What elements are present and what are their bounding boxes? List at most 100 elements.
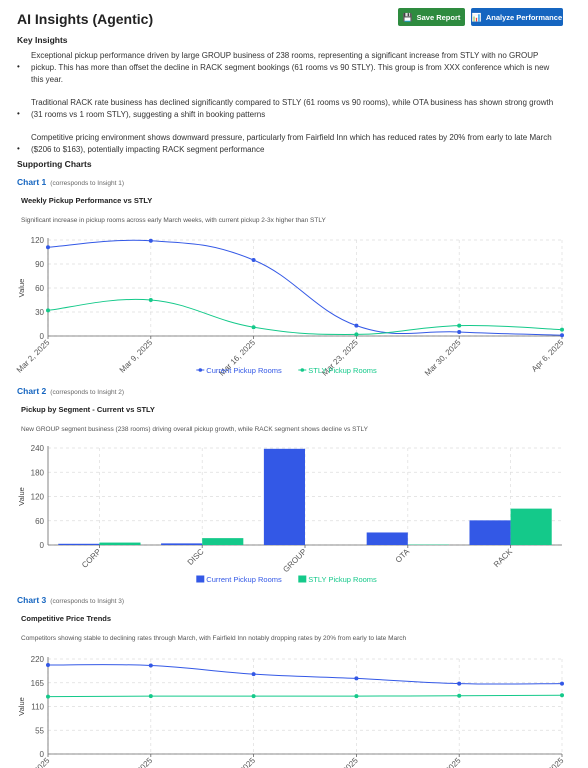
bar bbox=[510, 508, 552, 545]
y-axis-label: Value bbox=[17, 487, 26, 506]
series-line bbox=[47, 664, 563, 685]
legend-label: Current Pickup Rooms bbox=[206, 575, 282, 584]
data-point bbox=[560, 693, 564, 698]
chart-2-label: Chart 2 (corresponds to Insight 2) bbox=[17, 386, 124, 396]
legend-label: STLY Pickup Rooms bbox=[308, 366, 377, 375]
analyze-performance-button[interactable]: 📊 Analyze Performance bbox=[471, 8, 563, 26]
y-tick-label: 165 bbox=[31, 679, 45, 688]
insight-item: Traditional RACK rate business has decli… bbox=[17, 97, 557, 121]
save-report-button[interactable]: 💾 Save Report bbox=[398, 8, 465, 26]
chart-1-id: Chart 1 bbox=[17, 177, 47, 187]
data-point bbox=[457, 693, 462, 698]
bar bbox=[366, 532, 408, 545]
x-tick-label: Mar 9, 2025 bbox=[118, 338, 155, 375]
x-tick-label: DISC bbox=[186, 547, 206, 567]
y-tick-label: 120 bbox=[31, 493, 45, 502]
chart-1-ref: (corresponds to Insight 1) bbox=[50, 180, 124, 187]
data-point bbox=[560, 327, 564, 332]
bar bbox=[99, 542, 141, 545]
x-tick-label: OTA bbox=[394, 547, 412, 565]
key-insights-title: Key Insights bbox=[17, 35, 68, 45]
legend-swatch bbox=[298, 575, 307, 583]
data-point bbox=[457, 681, 462, 686]
series-line bbox=[47, 239, 563, 336]
y-tick-label: 240 bbox=[31, 444, 45, 453]
y-tick-label: 110 bbox=[31, 703, 44, 712]
chart-3-ref: (corresponds to Insight 3) bbox=[50, 598, 124, 605]
bar bbox=[263, 448, 305, 545]
y-axis-label: Value bbox=[17, 697, 26, 716]
data-point bbox=[354, 676, 359, 681]
chart-3-title: Competitive Price Trends bbox=[21, 614, 112, 623]
y-tick-label: 60 bbox=[35, 284, 44, 293]
bar bbox=[469, 520, 511, 545]
data-point bbox=[251, 694, 256, 699]
x-tick-label: RACK bbox=[492, 547, 515, 570]
y-tick-label: 120 bbox=[31, 236, 45, 245]
data-point bbox=[457, 330, 462, 334]
y-tick-label: 30 bbox=[35, 308, 44, 317]
bar bbox=[161, 543, 203, 545]
chart-3-id: Chart 3 bbox=[17, 595, 47, 605]
data-point bbox=[46, 308, 50, 313]
x-tick-label: 2025 bbox=[341, 756, 360, 768]
chart-2-id: Chart 2 bbox=[17, 386, 47, 396]
chart-2-ref: (corresponds to Insight 2) bbox=[50, 389, 124, 396]
data-point bbox=[148, 694, 153, 699]
chart-1-label: Chart 1 (corresponds to Insight 1) bbox=[17, 177, 124, 187]
x-tick-label: 2025 bbox=[444, 756, 463, 768]
data-point bbox=[148, 298, 153, 302]
series-line bbox=[47, 298, 563, 335]
chart-2-subtitle: New GROUP segment business (238 rooms) d… bbox=[21, 426, 368, 433]
data-point bbox=[354, 323, 359, 328]
legend-swatch bbox=[196, 575, 205, 583]
y-tick-label: 0 bbox=[40, 541, 45, 550]
y-tick-label: 60 bbox=[35, 517, 44, 526]
y-tick-label: 0 bbox=[40, 750, 45, 759]
x-tick-label: CORP bbox=[80, 547, 103, 570]
x-tick-label: 2025 bbox=[238, 756, 257, 768]
bar bbox=[58, 543, 100, 545]
data-point bbox=[46, 694, 50, 699]
data-point bbox=[354, 332, 359, 337]
page-title: AI Insights (Agentic) bbox=[17, 11, 154, 27]
y-axis-label: Value bbox=[17, 279, 26, 298]
y-tick-label: 180 bbox=[31, 468, 45, 477]
data-point bbox=[148, 238, 153, 243]
x-tick-label: Apr 6, 2025 bbox=[530, 338, 566, 374]
x-tick-label: Mar 30, 2025 bbox=[423, 338, 463, 378]
bar bbox=[202, 538, 244, 545]
data-point bbox=[457, 323, 462, 328]
chart-2-plot: 0 60 120 180 240 Value CORP DISC GROUP OTA RACK Cur… bbox=[17, 444, 562, 584]
legend-label: STLY Pickup Rooms bbox=[308, 575, 377, 584]
data-point bbox=[46, 663, 50, 668]
legend-label: Current Pickup Rooms bbox=[206, 366, 282, 375]
data-point bbox=[251, 258, 256, 262]
y-tick-label: 55 bbox=[35, 726, 44, 735]
y-tick-label: 0 bbox=[40, 332, 45, 341]
x-tick-label: 2025 bbox=[546, 756, 565, 768]
data-point bbox=[354, 694, 359, 699]
chart-icon: 📊 bbox=[471, 12, 482, 22]
data-point bbox=[560, 681, 564, 686]
chart-3-label: Chart 3 (corresponds to Insight 3) bbox=[17, 595, 124, 605]
insight-item: Competitive pricing environment shows do… bbox=[17, 132, 557, 156]
x-tick-label: GROUP bbox=[281, 547, 308, 574]
legend-marker bbox=[300, 368, 305, 372]
chart-1-title: Weekly Pickup Performance vs STLY bbox=[21, 196, 153, 205]
insight-item: Exceptional pickup performance driven by… bbox=[17, 50, 557, 86]
y-tick-label: 90 bbox=[35, 260, 44, 269]
legend-marker bbox=[198, 368, 203, 372]
data-point bbox=[251, 325, 256, 330]
insights-list: Exceptional pickup performance driven by… bbox=[17, 50, 557, 167]
save-report-label: Save Report bbox=[416, 12, 461, 22]
series-line bbox=[47, 694, 563, 698]
data-point bbox=[560, 333, 564, 338]
data-point bbox=[251, 672, 256, 677]
data-point bbox=[148, 663, 153, 668]
chart-2-title: Pickup by Segment - Current vs STLY bbox=[21, 405, 155, 414]
chart-1-subtitle: Significant increase in pickup rooms acr… bbox=[21, 217, 326, 224]
data-point bbox=[46, 245, 50, 250]
analyze-performance-label: Analyze Performance bbox=[485, 12, 563, 22]
